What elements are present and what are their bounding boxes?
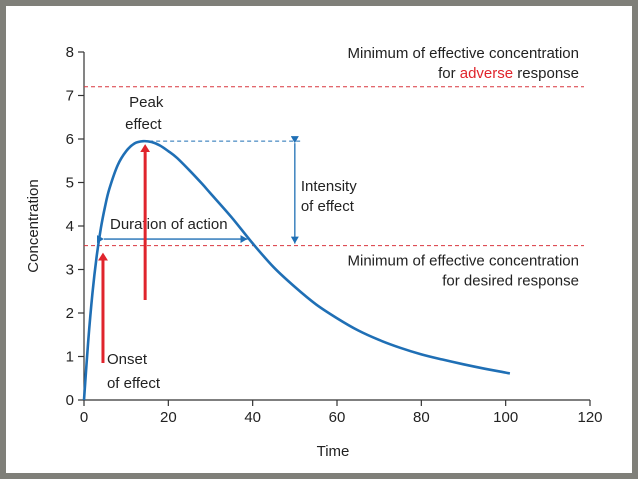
adverse-label-line1: Minimum of effective concentration: [348, 45, 580, 62]
y-tick-label: 6: [66, 131, 74, 148]
y-tick-label: 2: [66, 305, 74, 322]
x-tick-label: 100: [493, 409, 518, 426]
intensity-label-line1: Intensity: [301, 178, 357, 195]
x-tick-label: 80: [413, 409, 430, 426]
onset-label-line2: of effect: [107, 375, 161, 392]
duration-label: Duration of action: [110, 216, 228, 233]
y-tick-label: 1: [66, 349, 74, 366]
duration-label-background: [108, 213, 234, 234]
y-axis-label: Concentration: [25, 179, 42, 272]
chart-panel: 0 20 40 60 80 100 120 0 1 2 3 4 5 6 7 8 Time Concentra…: [6, 6, 632, 473]
peak-label-line2: effect: [125, 116, 162, 133]
x-tick-label: 0: [80, 409, 88, 426]
x-tick-label: 120: [577, 409, 602, 426]
peak-label-line1: Peak: [129, 94, 164, 111]
y-tick-label: 3: [66, 262, 74, 279]
y-tick-label: 0: [66, 392, 74, 409]
y-tick-label: 7: [66, 88, 74, 105]
adverse-word: adverse: [460, 65, 513, 82]
y-tick-label: 8: [66, 44, 74, 61]
desired-label-line2: for desired response: [442, 273, 579, 290]
y-ticks: 0 1 2 3 4 5 6 7 8: [66, 44, 84, 409]
y-tick-label: 4: [66, 218, 74, 235]
y-tick-label: 5: [66, 175, 74, 192]
desired-label-line1: Minimum of effective concentration: [348, 253, 580, 270]
onset-label-line1: Onset: [107, 351, 148, 368]
x-axis-label: Time: [317, 443, 350, 460]
x-tick-label: 40: [244, 409, 261, 426]
concentration-time-chart: 0 20 40 60 80 100 120 0 1 2 3 4 5 6 7 8 Time Concentra…: [25, 44, 603, 460]
axes: 0 20 40 60 80 100 120 0 1 2 3 4 5 6 7 8: [66, 44, 603, 426]
intensity-label-line2: of effect: [301, 198, 355, 215]
x-ticks: 0 20 40 60 80 100 120: [80, 400, 603, 426]
adverse-label-line2: for adverse response: [438, 65, 579, 82]
adverse-suffix: response: [513, 65, 579, 82]
adverse-prefix: for: [438, 65, 460, 82]
concentration-curve: [82, 139, 511, 401]
x-tick-label: 20: [160, 409, 177, 426]
x-tick-label: 60: [329, 409, 346, 426]
